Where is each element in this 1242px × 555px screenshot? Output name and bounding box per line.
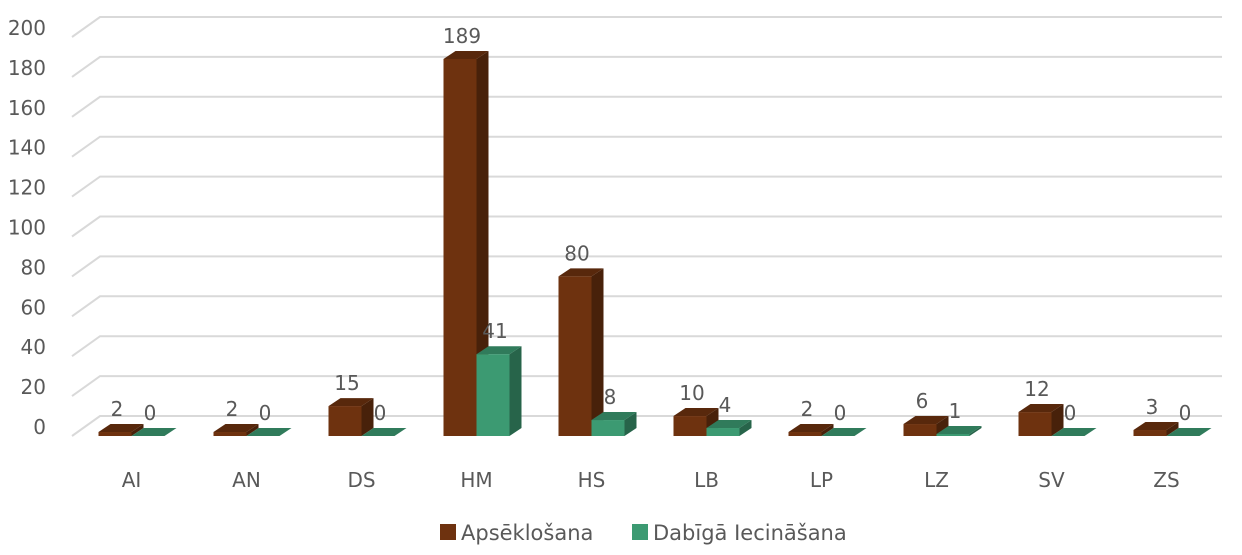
bar-series-2-ds	[361, 428, 407, 436]
data-label: 2	[111, 397, 124, 421]
x-tick-label: AI	[122, 468, 142, 492]
gridline	[71, 16, 1222, 38]
data-label: 41	[482, 319, 507, 343]
bar-series-1-hs	[558, 268, 604, 436]
gridline	[71, 175, 1222, 198]
y-tick-label: 180	[8, 56, 46, 80]
y-tick-label: 120	[8, 176, 46, 200]
bar-series-2-zs	[1166, 428, 1212, 436]
y-tick-label: 140	[8, 136, 46, 160]
bar-series-1-lb	[673, 408, 719, 436]
bar-series-1-ds	[328, 398, 374, 436]
bars	[98, 50, 1212, 436]
bar-series-1-ai	[98, 424, 144, 436]
data-label: 2	[801, 397, 814, 421]
bar-series-2-lb	[706, 420, 752, 436]
bar-series-2-ai	[131, 428, 177, 436]
legend-swatch	[632, 524, 648, 540]
x-tick-label: DS	[347, 468, 375, 492]
x-axis-ticks: AI AN DS HM HS LB LP LZ SV ZS	[122, 468, 1180, 492]
gridline	[71, 135, 1222, 158]
data-label: 1	[949, 399, 962, 423]
bar-series-2-hs	[591, 412, 637, 436]
x-tick-label: LB	[694, 468, 719, 492]
bar-series-2-sv	[1051, 428, 1097, 436]
gridline	[71, 255, 1222, 278]
gridline	[71, 375, 1222, 397]
x-tick-label: LP	[810, 468, 833, 492]
bar-series-2-lz	[936, 426, 982, 436]
data-label: 80	[564, 241, 589, 265]
data-label: 12	[1024, 377, 1049, 401]
data-label: 3	[1146, 395, 1159, 419]
data-label: 10	[679, 381, 704, 405]
x-tick-label: ZS	[1153, 468, 1179, 492]
legend-swatch	[440, 524, 456, 540]
data-label: 0	[144, 401, 157, 425]
x-tick-label: LZ	[924, 468, 949, 492]
data-label: 8	[604, 385, 617, 409]
bar-series-1-lp	[788, 424, 834, 436]
gridline	[71, 415, 1222, 437]
gridline	[71, 215, 1222, 238]
data-label: 0	[834, 401, 847, 425]
bar-series-1-hm	[443, 50, 489, 436]
legend-label: Apsēklošana	[461, 521, 593, 545]
data-label: 0	[374, 401, 387, 425]
bar-series-2-hm	[476, 346, 522, 436]
legend-label: Dabīgā Iecināšana	[653, 521, 847, 545]
x-tick-label: SV	[1038, 468, 1065, 492]
bar-series-2-an	[246, 428, 292, 436]
data-label: 0	[1179, 401, 1192, 425]
gridlines	[71, 16, 1222, 437]
y-tick-label: 20	[21, 375, 46, 399]
data-label: 189	[443, 24, 481, 48]
data-label: 15	[334, 371, 359, 395]
y-tick-label: 40	[21, 335, 46, 359]
y-tick-label: 200	[8, 16, 46, 40]
x-tick-label: AN	[232, 468, 261, 492]
x-tick-label: HM	[460, 468, 492, 492]
gridline	[71, 295, 1222, 318]
bar-series-1-an	[213, 424, 259, 436]
data-label: 0	[259, 401, 272, 425]
x-tick-label: HS	[578, 468, 606, 492]
bar-series-1-zs	[1133, 422, 1179, 436]
gridline	[71, 335, 1222, 358]
y-tick-label: 60	[21, 295, 46, 319]
legend: Apsēklošana Dabīgā Iecināšana	[440, 521, 847, 545]
y-axis-ticks: 0 20 40 60 80 100 120 140 160 180 200	[8, 16, 46, 439]
gridline	[71, 95, 1222, 118]
y-tick-label: 80	[21, 255, 46, 279]
bar-series-2-lp	[821, 428, 867, 436]
y-tick-label: 160	[8, 96, 46, 120]
gridline	[71, 55, 1222, 78]
data-label: 2	[226, 397, 239, 421]
data-label: 4	[719, 393, 732, 417]
bar-series-1-lz	[903, 416, 949, 436]
y-tick-label: 100	[8, 216, 46, 240]
y-tick-label: 0	[33, 415, 46, 439]
data-label: 6	[916, 389, 929, 413]
bar-series-1-sv	[1018, 404, 1064, 436]
data-label: 0	[1064, 401, 1077, 425]
